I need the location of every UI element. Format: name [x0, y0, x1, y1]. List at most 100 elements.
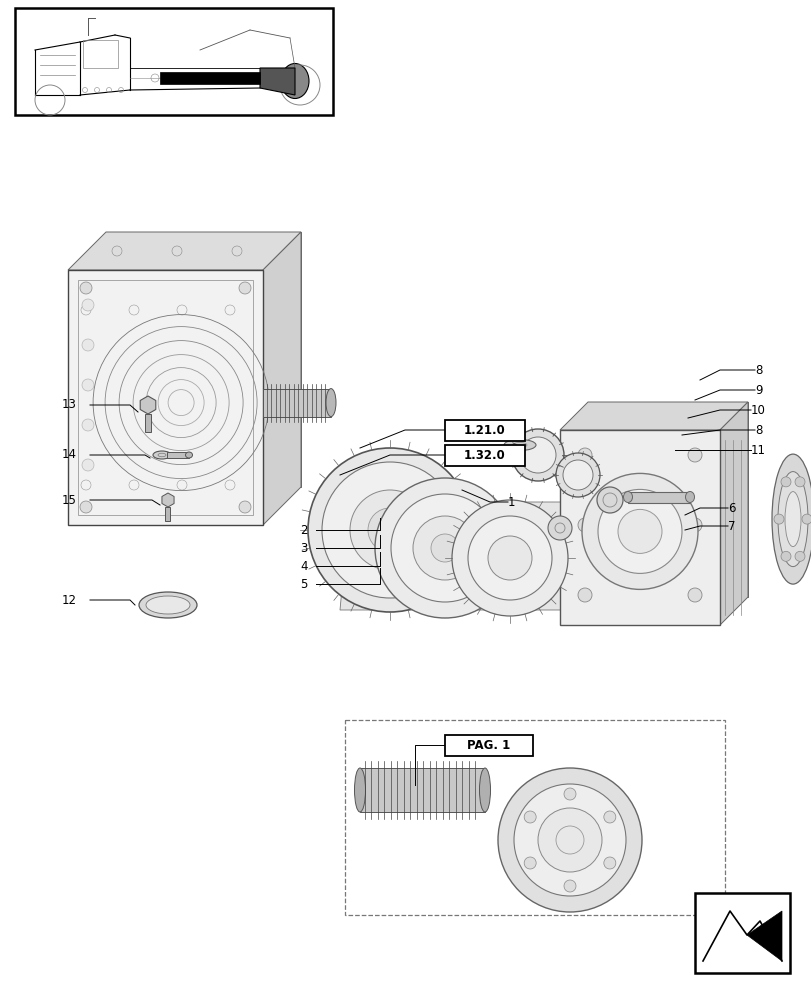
Bar: [15, 8, 333, 115]
Circle shape: [367, 508, 411, 552]
Circle shape: [452, 500, 568, 616]
Circle shape: [513, 784, 625, 896]
Circle shape: [780, 477, 790, 487]
Text: 2: 2: [300, 524, 307, 536]
Circle shape: [603, 857, 615, 869]
Polygon shape: [340, 502, 574, 610]
Circle shape: [375, 478, 514, 618]
Bar: [68, 270, 263, 525]
Circle shape: [413, 516, 476, 580]
Circle shape: [82, 339, 94, 351]
Circle shape: [80, 501, 92, 513]
Ellipse shape: [139, 592, 197, 618]
Circle shape: [547, 516, 571, 540]
Circle shape: [687, 518, 702, 532]
Circle shape: [524, 811, 535, 823]
Ellipse shape: [623, 491, 632, 502]
Ellipse shape: [784, 492, 800, 547]
Ellipse shape: [771, 454, 811, 584]
Bar: [345, 720, 724, 915]
Polygon shape: [161, 493, 174, 507]
Circle shape: [794, 551, 804, 561]
Circle shape: [687, 448, 702, 462]
Circle shape: [577, 448, 591, 462]
Polygon shape: [719, 402, 747, 625]
Circle shape: [80, 282, 92, 294]
Circle shape: [687, 588, 702, 602]
Circle shape: [597, 489, 681, 573]
Text: 6: 6: [727, 502, 735, 514]
Text: 4: 4: [300, 560, 307, 572]
Circle shape: [564, 880, 575, 892]
Text: 14: 14: [62, 448, 77, 462]
Ellipse shape: [777, 472, 807, 567]
Ellipse shape: [684, 491, 693, 502]
Circle shape: [538, 808, 601, 872]
Bar: [359, 768, 484, 812]
Circle shape: [307, 448, 471, 612]
Bar: [78, 280, 253, 515]
Ellipse shape: [146, 596, 190, 614]
Text: 8: 8: [754, 424, 762, 436]
Circle shape: [431, 534, 458, 562]
Circle shape: [596, 487, 622, 513]
Circle shape: [322, 462, 457, 598]
Polygon shape: [160, 72, 260, 84]
Ellipse shape: [325, 389, 336, 417]
Ellipse shape: [281, 64, 309, 99]
Circle shape: [82, 379, 94, 391]
Circle shape: [556, 453, 599, 497]
Ellipse shape: [479, 768, 490, 812]
Bar: [263, 389, 331, 417]
Circle shape: [467, 516, 551, 600]
Text: 3: 3: [300, 542, 307, 554]
Text: 10: 10: [750, 403, 765, 416]
Polygon shape: [263, 232, 301, 525]
Circle shape: [238, 501, 251, 513]
Circle shape: [350, 490, 430, 570]
Circle shape: [801, 514, 811, 524]
Text: 13: 13: [62, 398, 77, 412]
Text: 15: 15: [62, 493, 77, 506]
Text: 1.21.0: 1.21.0: [464, 424, 505, 437]
Circle shape: [487, 536, 531, 580]
Circle shape: [577, 518, 591, 532]
Circle shape: [519, 437, 556, 473]
Circle shape: [524, 857, 535, 869]
Polygon shape: [560, 402, 747, 430]
Bar: [444, 420, 525, 441]
Polygon shape: [260, 68, 294, 95]
Polygon shape: [746, 911, 781, 961]
Circle shape: [773, 514, 783, 524]
Bar: [444, 445, 525, 466]
Text: 7: 7: [727, 520, 735, 532]
Circle shape: [794, 477, 804, 487]
Circle shape: [82, 299, 94, 311]
Circle shape: [603, 811, 615, 823]
Circle shape: [82, 459, 94, 471]
Polygon shape: [68, 232, 301, 270]
Circle shape: [391, 494, 499, 602]
Bar: [165, 507, 170, 521]
Circle shape: [82, 419, 94, 431]
Ellipse shape: [504, 440, 535, 450]
Polygon shape: [106, 232, 301, 487]
Circle shape: [564, 788, 575, 800]
Bar: [560, 430, 719, 625]
Bar: [694, 893, 789, 973]
Circle shape: [238, 282, 251, 294]
Ellipse shape: [354, 768, 365, 812]
Polygon shape: [587, 402, 747, 597]
Circle shape: [497, 768, 642, 912]
Text: 5: 5: [300, 578, 307, 590]
Circle shape: [581, 473, 697, 589]
Bar: [444, 735, 532, 756]
Ellipse shape: [185, 452, 192, 458]
Text: 12: 12: [62, 593, 77, 606]
Bar: [145, 414, 151, 432]
Text: 8: 8: [754, 363, 762, 376]
Bar: [83, 40, 118, 68]
Text: 1.32.0: 1.32.0: [464, 449, 505, 462]
Text: 1: 1: [508, 495, 515, 508]
Circle shape: [617, 509, 661, 553]
